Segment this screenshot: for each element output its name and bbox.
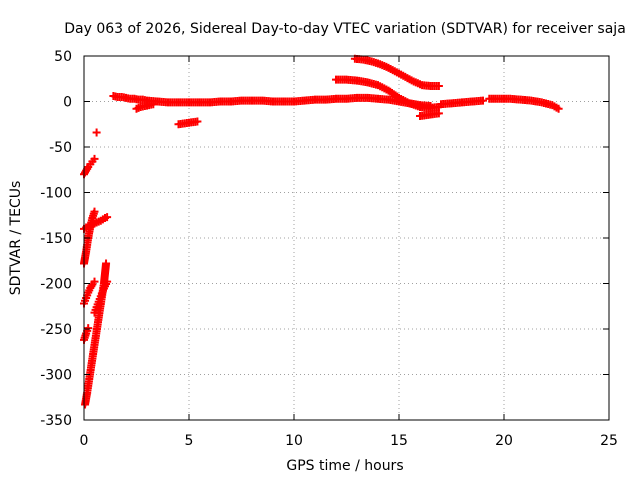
data-point — [90, 277, 99, 286]
data-point — [554, 104, 563, 113]
x-tick-label: 25 — [600, 433, 618, 449]
y-tick-label: -50 — [49, 140, 72, 156]
x-tick-label: 10 — [285, 433, 303, 449]
data-point — [103, 213, 112, 222]
data-points — [80, 54, 563, 409]
data-point — [92, 128, 101, 137]
data-point — [90, 207, 99, 216]
data-point — [193, 117, 202, 126]
x-tick-label: 20 — [495, 433, 513, 449]
data-point — [103, 277, 112, 286]
x-tick-label: 5 — [185, 433, 194, 449]
y-axis-label: SDTVAR / TECUs — [8, 181, 24, 296]
data-point — [434, 82, 443, 91]
axis-ticks: 0 5 10 15 20 25 50 0 -50 -100 -150 -200 -250 -300 -350 — [40, 49, 618, 449]
y-tick-label: -250 — [40, 322, 72, 338]
data-point — [434, 109, 443, 118]
y-tick-label: -300 — [40, 368, 72, 384]
data-point — [479, 96, 487, 105]
data-point — [102, 259, 111, 268]
data-point — [84, 324, 93, 333]
plot-frame — [83, 55, 610, 421]
y-tick-label: 0 — [63, 95, 72, 111]
x-tick-label: 0 — [80, 433, 89, 449]
x-tick-label: 15 — [390, 433, 408, 449]
y-tick-label: -200 — [40, 277, 72, 293]
data-point — [149, 100, 158, 109]
data-point — [90, 154, 99, 163]
y-tick-label: -150 — [40, 231, 72, 247]
y-tick-label: -350 — [40, 413, 72, 429]
x-axis-label: GPS time / hours — [286, 458, 403, 474]
grid-lines — [84, 56, 609, 420]
y-tick-label: -100 — [40, 186, 72, 202]
chart-title: Day 063 of 2026, Sidereal Day-to-day VTE… — [64, 21, 626, 37]
y-tick-label: 50 — [54, 49, 72, 65]
